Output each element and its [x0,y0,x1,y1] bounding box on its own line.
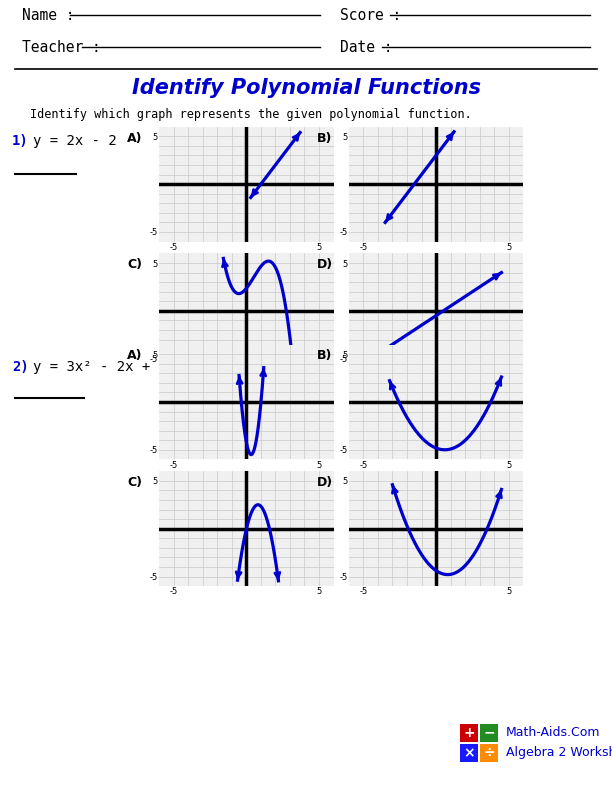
Text: B): B) [317,131,332,144]
Text: Algebra 2 Worksheets: Algebra 2 Worksheets [506,746,612,760]
Text: Name :: Name : [22,8,75,22]
Bar [460,744,478,762]
Text: Score :: Score : [340,8,401,22]
Text: D): D) [317,476,333,489]
Text: 2): 2) [12,360,29,374]
Text: A): A) [127,349,143,362]
Text: A): A) [127,131,143,144]
Text: D): D) [317,258,333,271]
Text: y = 3x² - 2x + 1: y = 3x² - 2x + 1 [33,360,167,374]
Text: Identify Polynomial Functions: Identify Polynomial Functions [132,78,480,97]
Text: C): C) [127,476,142,489]
Text: Math-Aids.Com: Math-Aids.Com [506,726,600,740]
Text: 1): 1) [12,134,29,148]
Text: ÷: ÷ [483,746,495,760]
Text: −: − [483,725,495,740]
Text: C): C) [127,258,142,271]
Bar [480,724,498,742]
Text: Identify which graph represents the given polynomial function.: Identify which graph represents the give… [30,109,472,121]
Text: +: + [463,725,475,740]
Bar [460,724,478,742]
Bar [480,744,498,762]
Text: ×: × [463,746,475,760]
Text: Date :: Date : [340,40,392,55]
Text: B): B) [317,349,332,362]
Text: Teacher :: Teacher : [22,40,101,55]
Text: y = 2x - 2: y = 2x - 2 [33,134,117,148]
